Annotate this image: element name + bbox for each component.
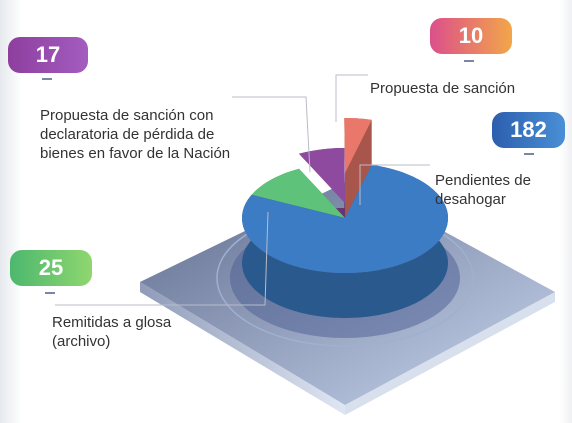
category-label: Pendientes de desahogar	[435, 172, 531, 208]
value-badge: 10	[430, 18, 512, 54]
icon	[464, 60, 474, 62]
value-badge: 17	[8, 37, 88, 73]
slice	[242, 164, 448, 318]
icon	[45, 292, 55, 294]
icon	[524, 153, 534, 155]
slice-top	[242, 164, 448, 273]
pie	[242, 118, 448, 318]
value-badge: 182	[492, 112, 565, 148]
slice-top	[344, 118, 372, 173]
leader-line	[232, 96, 311, 173]
platform-side	[345, 292, 555, 415]
platform-side	[140, 282, 345, 415]
leader-line	[359, 164, 430, 205]
category-label: Propuesta de sanción	[370, 80, 516, 97]
category-label: Propuesta de sanción con declaratoria de…	[40, 107, 231, 162]
slice-top	[251, 168, 345, 218]
leader-line	[55, 211, 269, 306]
icon	[42, 78, 52, 80]
value-badge: 25	[10, 250, 92, 286]
leader-line	[335, 74, 368, 122]
category-label: Remitidas a glosa (archivo)	[52, 314, 172, 350]
slice-top	[299, 148, 345, 203]
